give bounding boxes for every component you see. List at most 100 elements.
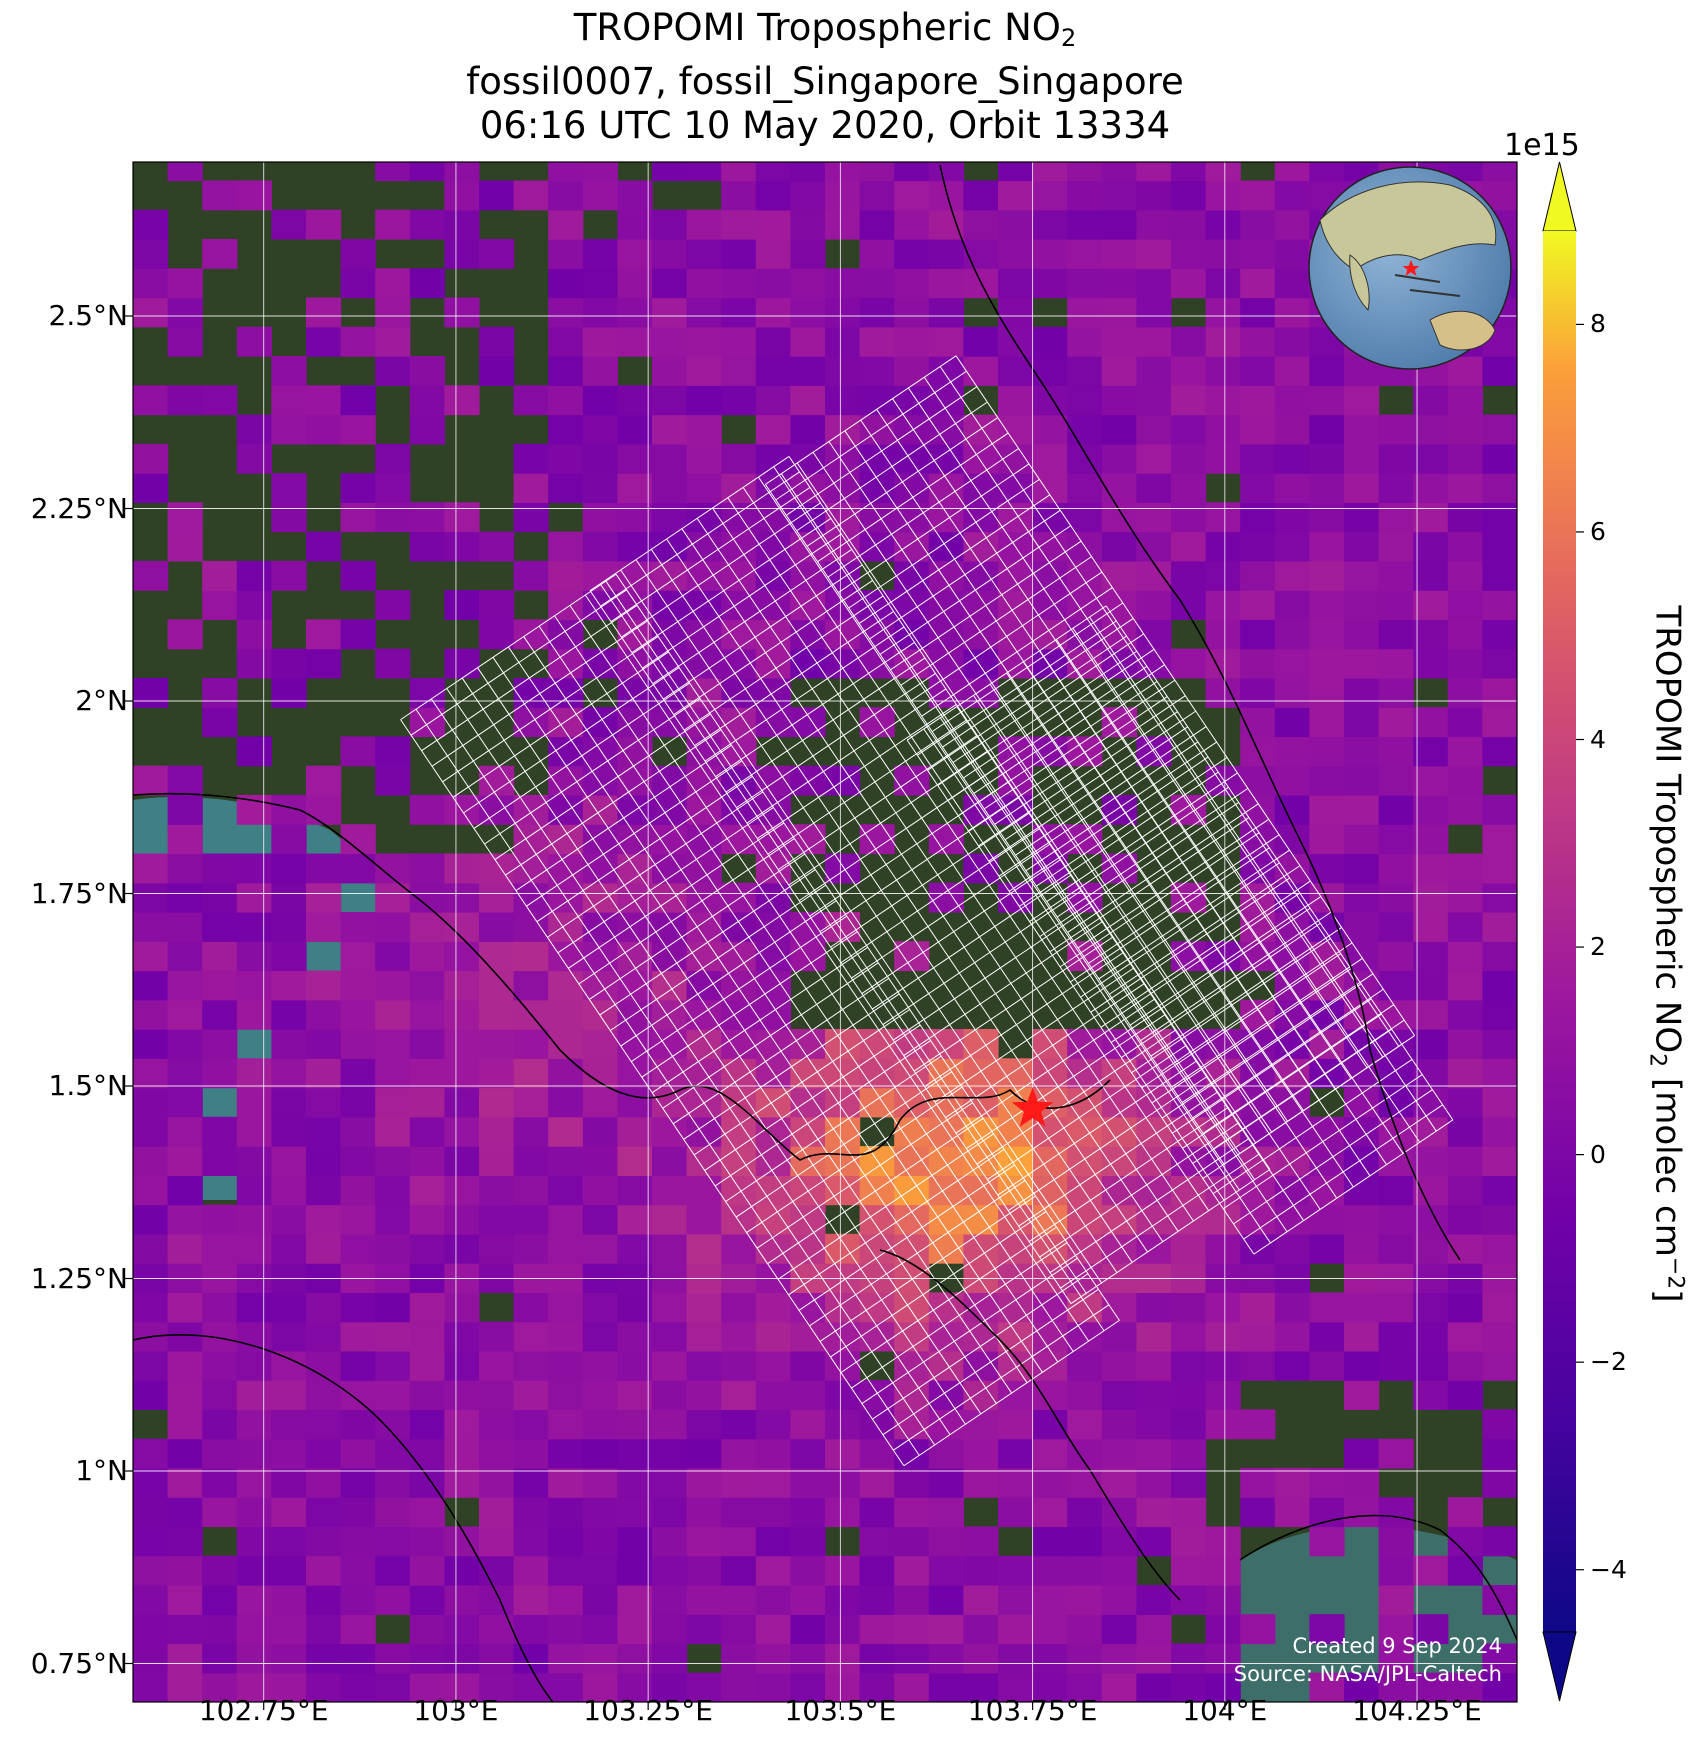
- no2-pixel: [582, 180, 618, 211]
- no2-pixel: [1447, 1116, 1483, 1147]
- no2-pixel: [513, 1526, 549, 1557]
- no2-pixel: [1482, 502, 1517, 533]
- no2-pixel: [1413, 1380, 1449, 1410]
- no2-pixel: [652, 707, 688, 738]
- no2-pixel: [548, 180, 584, 211]
- no2-pixel: [1240, 1233, 1276, 1264]
- swath-line: [882, 1288, 1099, 1436]
- no2-pixel: [375, 356, 411, 386]
- swath-line: [893, 1304, 1110, 1451]
- no2-pixel: [686, 765, 722, 796]
- swath-line: [431, 620, 648, 767]
- no2-pixel: [1413, 1672, 1449, 1702]
- swath-line: [1018, 1091, 1218, 1227]
- no2-pixel: [1378, 736, 1414, 767]
- no2-pixel: [582, 239, 618, 269]
- no2-pixel: [444, 1204, 480, 1235]
- no2-pixel: [1101, 1526, 1137, 1557]
- no2-pixel: [617, 824, 653, 855]
- no2-pixel: [1101, 209, 1137, 240]
- no2-pixel: [1482, 1146, 1517, 1176]
- no2-pixel: [202, 970, 238, 1001]
- no2-pixel: [1447, 1350, 1483, 1381]
- no2-pixel: [236, 1438, 272, 1469]
- no2-pixel: [617, 1204, 653, 1235]
- no2-pixel: [271, 1380, 307, 1410]
- target-star-icon: [1011, 1087, 1054, 1127]
- no2-pixel: [1447, 1175, 1483, 1206]
- no2-pixel: [652, 1585, 688, 1615]
- no2-pixel: [963, 1467, 999, 1498]
- no2-pixel: [1378, 1175, 1414, 1206]
- no2-pixel: [340, 502, 376, 533]
- no2-pixel: [202, 1409, 238, 1440]
- no2-pixel: [133, 1526, 169, 1557]
- no2-pixel: [1482, 1672, 1517, 1702]
- no2-pixel: [375, 268, 411, 299]
- swath-line: [526, 760, 743, 907]
- no2-pixel: [582, 1204, 618, 1235]
- no2-pixel: [652, 122, 687, 152]
- no2-pixel: [1101, 1175, 1137, 1206]
- swath-line: [966, 1013, 1166, 1150]
- no2-pixel: [1171, 1497, 1207, 1528]
- no2-pixel: [928, 297, 964, 328]
- no2-pixel: [755, 356, 791, 386]
- no2-pixel: [306, 1526, 342, 1557]
- no2-pixel: [306, 1672, 342, 1702]
- no2-pixel: [1274, 1292, 1310, 1323]
- no2-pixel: [1447, 1087, 1483, 1118]
- swath-line: [725, 657, 926, 793]
- no2-pixel: [340, 414, 376, 445]
- no2-pixel: [721, 970, 757, 1001]
- no2-pixel: [444, 1146, 480, 1176]
- no2-pixel: [582, 326, 618, 357]
- no2-pixel: [790, 912, 826, 942]
- no2-pixel: [790, 1526, 826, 1557]
- x-tick-label: 104°E: [1182, 1694, 1268, 1727]
- no2-pixel: [271, 1614, 307, 1645]
- no2-pixel: [617, 1585, 653, 1615]
- swath-line: [421, 604, 638, 752]
- no2-pixel: [755, 590, 791, 620]
- no2-pixel: [236, 180, 272, 211]
- swath-line: [848, 478, 1040, 609]
- no2-pixel: [1067, 1467, 1103, 1498]
- no2-pixel: [1344, 1497, 1380, 1528]
- no2-pixel: [1447, 794, 1483, 825]
- no2-pixel: [236, 326, 272, 357]
- no2-pixel: [1309, 824, 1345, 855]
- swath-line: [927, 635, 1127, 771]
- no2-pixel: [894, 1497, 930, 1528]
- no2-pixel: [1344, 1380, 1380, 1410]
- swath-line: [817, 432, 1009, 563]
- x-tick-label: 103.75°E: [967, 1694, 1098, 1727]
- no2-pixel: [686, 1146, 722, 1176]
- no2-pixel: [271, 999, 307, 1030]
- no2-pixel: [1482, 1643, 1517, 1674]
- no2-pixel: [1309, 794, 1345, 825]
- no2-pixel: [617, 1467, 653, 1498]
- swath-line: [838, 463, 1030, 593]
- no2-pixel: [1274, 912, 1310, 942]
- no2-pixel: [133, 1643, 169, 1674]
- no2-pixel: [1205, 502, 1241, 533]
- no2-pixel: [1136, 356, 1172, 386]
- no2-pixel: [548, 414, 584, 445]
- no2-pixel: [513, 443, 549, 474]
- no2-pixel: [755, 970, 791, 1001]
- no2-pixel: [306, 1321, 342, 1352]
- no2-pixel: [409, 1555, 445, 1586]
- no2-pixel: [1274, 1175, 1310, 1206]
- no2-pixel: [1344, 1175, 1380, 1206]
- no2-pixel: [1067, 1526, 1103, 1557]
- no2-pixel: [167, 326, 203, 357]
- no2-pixel: [375, 1233, 411, 1264]
- no2-pixel: [790, 1029, 826, 1059]
- no2-pixel: [479, 619, 515, 650]
- no2-pixel: [1274, 765, 1310, 796]
- no2-pixel: [236, 1058, 272, 1089]
- no2-pixel: [1136, 619, 1172, 650]
- no2-pixel: [998, 1321, 1034, 1352]
- no2-pixel: [1274, 707, 1310, 738]
